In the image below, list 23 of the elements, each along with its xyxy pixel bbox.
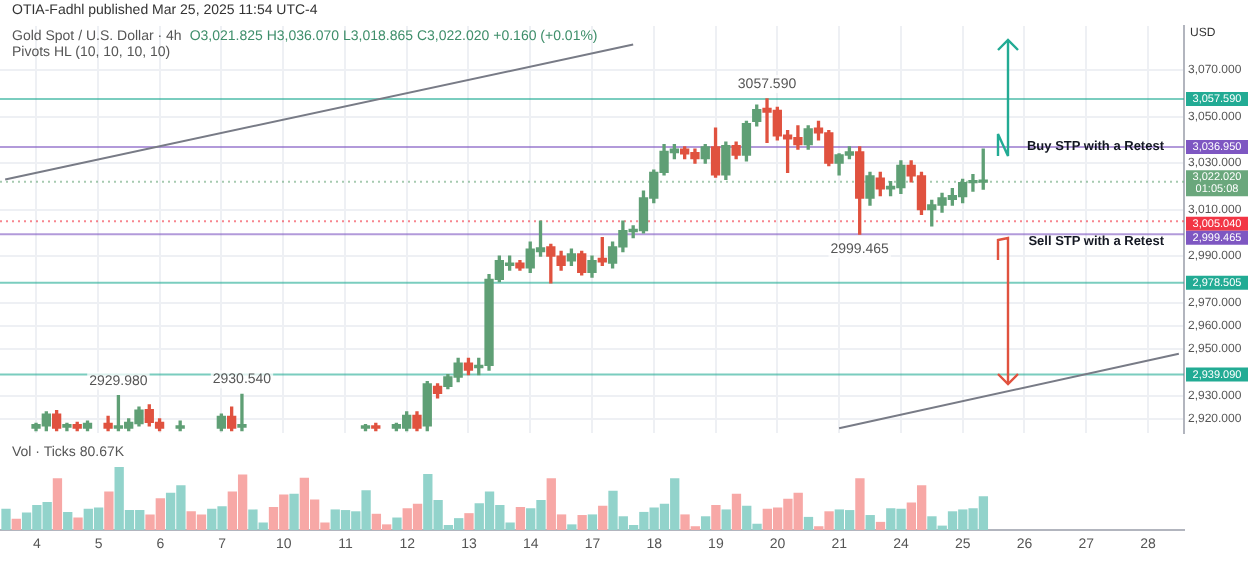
bar bbox=[587, 514, 598, 530]
bar bbox=[598, 505, 608, 530]
bar bbox=[803, 516, 814, 530]
bar bbox=[104, 491, 114, 530]
bar bbox=[577, 515, 587, 530]
bar bbox=[52, 478, 63, 530]
candlestick bbox=[237, 393, 247, 432]
bar bbox=[721, 509, 731, 530]
bar bbox=[63, 511, 73, 530]
bar bbox=[865, 515, 875, 530]
bar bbox=[73, 517, 83, 530]
bar bbox=[567, 524, 577, 530]
bar bbox=[464, 513, 474, 530]
bar bbox=[855, 478, 865, 530]
bar bbox=[515, 506, 526, 530]
bar bbox=[700, 516, 711, 530]
bar bbox=[1, 508, 11, 530]
bar bbox=[392, 517, 402, 530]
bar bbox=[711, 505, 721, 530]
bar bbox=[289, 493, 299, 530]
bar bbox=[875, 521, 886, 530]
bar bbox=[731, 493, 742, 530]
bar bbox=[11, 518, 21, 530]
